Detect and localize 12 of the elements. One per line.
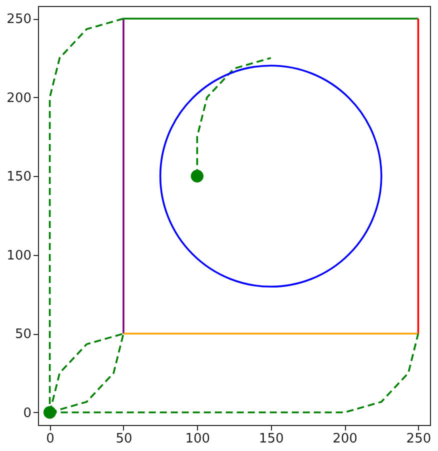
x-tick-label: 0 <box>46 432 54 446</box>
x-tick-label: 150 <box>258 432 284 446</box>
x-tick-label: 50 <box>116 432 132 446</box>
x-tick-label: 200 <box>332 432 358 446</box>
y-tick-label: 0 <box>23 406 32 421</box>
y-tick-label: 200 <box>6 90 32 106</box>
x-tick-label: 100 <box>185 432 210 446</box>
y-tick-label: 100 <box>6 248 32 264</box>
x-tick-label: 250 <box>406 432 432 446</box>
y-tick-label: 250 <box>6 12 32 28</box>
y-tick-label: 150 <box>6 170 32 185</box>
y-tick-label: 50 <box>14 327 32 342</box>
